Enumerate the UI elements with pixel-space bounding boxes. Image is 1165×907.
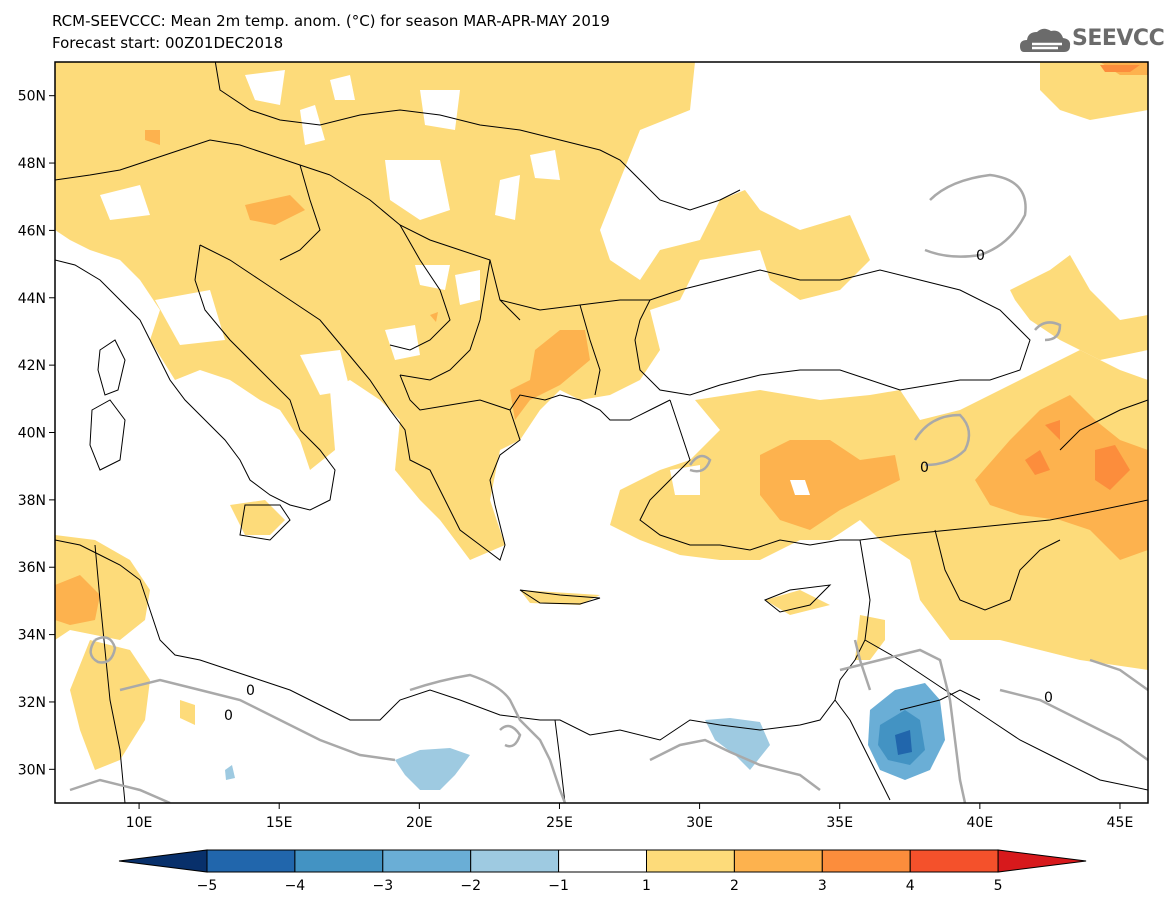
map-title: RCM-SEEVCCC: Mean 2m temp. anom. (°C) fo… [52, 12, 610, 30]
contour-label: 0 [976, 248, 985, 264]
colorbar-under-triangle [118, 849, 208, 873]
colorbar-label: 3 [818, 878, 827, 894]
lon-label: 35E [826, 815, 853, 831]
lon-label: 25E [546, 815, 573, 831]
lat-label: 32N [18, 695, 46, 711]
colorbar-label: −3 [372, 878, 393, 894]
lon-label: 10E [126, 815, 153, 831]
lon-label: 40E [967, 815, 994, 831]
colorbar-label: −5 [197, 878, 218, 894]
colorbar-label: 4 [906, 878, 915, 894]
colorbar-box [646, 849, 735, 873]
lat-label: 36N [18, 560, 46, 576]
colorbar-box [470, 849, 560, 873]
colorbar-box [821, 849, 911, 873]
contour-label: 0 [1044, 690, 1053, 706]
lat-label: 42N [18, 358, 46, 374]
lat-label: 48N [18, 156, 46, 172]
lon-label: 20E [406, 815, 433, 831]
zero-contours [69, 173, 1148, 803]
contour-label: 0 [920, 460, 929, 476]
colorbar-box [558, 849, 647, 873]
forecast-start: Forecast start: 00Z01DEC2018 [52, 34, 284, 52]
lat-label: 44N [18, 291, 46, 307]
shaded-anomaly-fields [55, 62, 1148, 790]
contour-label: 0 [246, 683, 255, 699]
lat-label: 46N [18, 223, 46, 239]
colorbar-label: 5 [994, 878, 1003, 894]
coastlines-and-borders [55, 62, 1148, 803]
colorbar-label: −1 [548, 878, 569, 894]
logo-text: SEEVCCC [1072, 26, 1165, 51]
lat-label: 38N [18, 493, 46, 509]
colorbar-label: −2 [460, 878, 481, 894]
cloud-icon [1020, 28, 1071, 52]
lat-label: 50N [18, 89, 46, 105]
colorbar: −5 −4 −3 −2 −1 1 2 3 4 5 [118, 849, 1087, 894]
colorbar-box [206, 849, 296, 873]
colorbar-box [294, 849, 384, 873]
latitude-axis: 50N 48N 46N 44N 42N 40N 38N 36N 34N 32N 30N [18, 89, 55, 778]
colorbar-over-triangle [997, 849, 1087, 873]
colorbar-label: −4 [285, 878, 306, 894]
colorbar-label: 1 [642, 878, 651, 894]
colorbar-label: 2 [730, 878, 739, 894]
lon-label: 45E [1107, 815, 1134, 831]
colorbar-box [382, 849, 472, 873]
colorbar-box [909, 849, 999, 873]
lon-label: 15E [266, 815, 293, 831]
longitude-axis: 10E 15E 20E 25E 30E 35E 40E 45E [126, 803, 1134, 831]
contour-label: 0 [224, 708, 233, 724]
lat-label: 30N [18, 762, 46, 778]
lat-label: 40N [18, 426, 46, 442]
contour-labels: 0 0 0 0 0 [224, 248, 1053, 724]
lat-label: 34N [18, 628, 46, 644]
colorbar-box [733, 849, 823, 873]
lon-label: 30E [686, 815, 713, 831]
